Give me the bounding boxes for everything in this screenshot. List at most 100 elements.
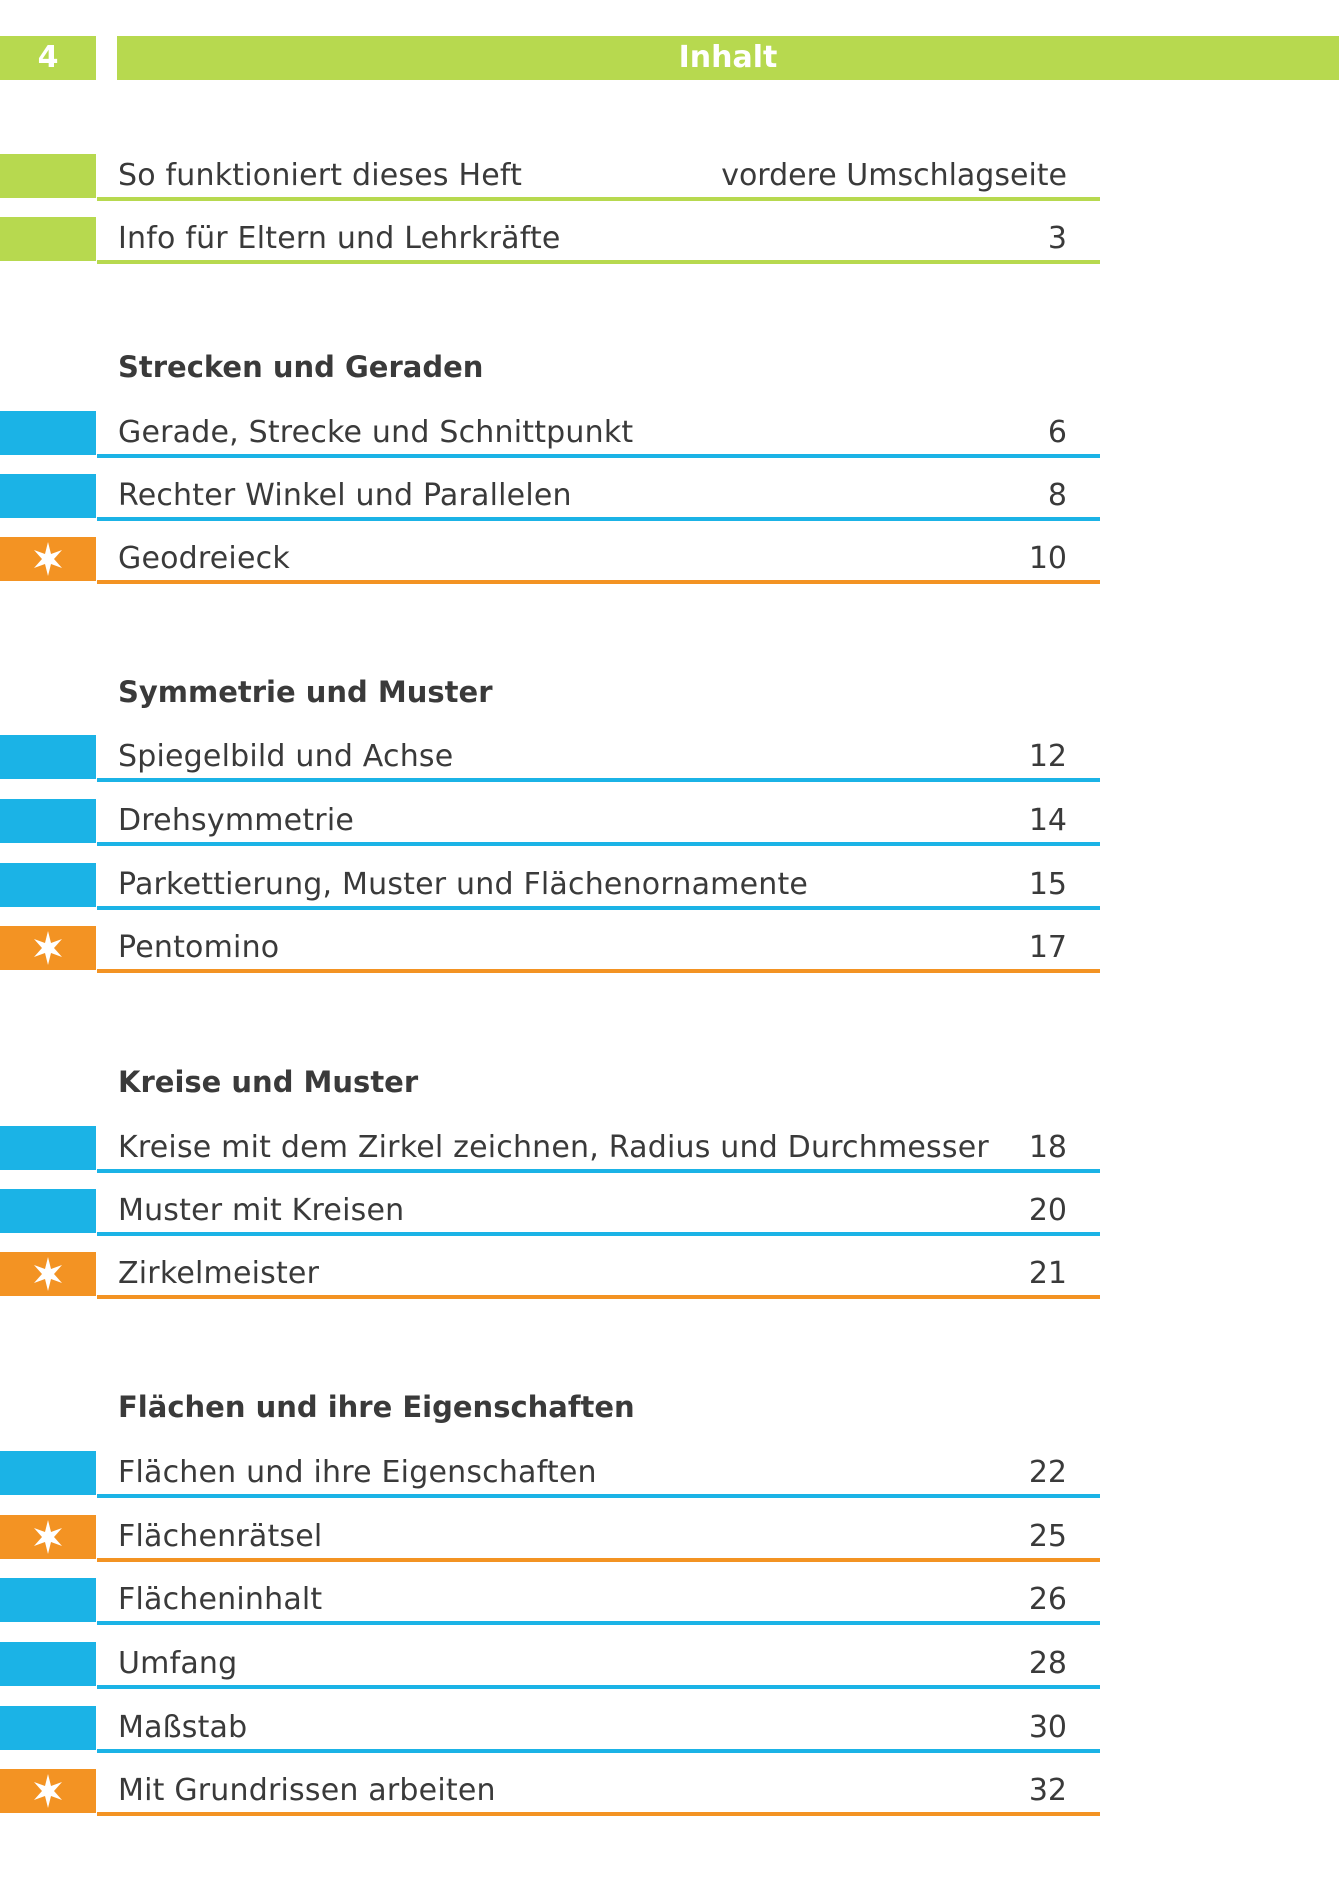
entry-page: 32 (1028, 1773, 1067, 1808)
entry-label: Flächen und ihre Eigenschaften (118, 1455, 597, 1490)
entry-page: 14 (1028, 803, 1067, 838)
blue-marker (0, 1451, 96, 1495)
star-icon (34, 1774, 62, 1808)
entry-underline (97, 1685, 1100, 1689)
green-marker (0, 217, 96, 261)
blue-marker (0, 1189, 96, 1233)
entry-label: Gerade, Strecke und Schnittpunkt (118, 415, 634, 450)
orange-marker (0, 1252, 96, 1296)
entry-underline (97, 517, 1100, 521)
entry-page: vordere Umschlagseite (721, 158, 1067, 193)
entry-label: Flächenrätsel (118, 1519, 323, 1554)
toc-entry[interactable]: Info für Eltern und Lehrkräfte 3 (0, 217, 1100, 265)
blue-marker (0, 411, 96, 455)
blue-marker (0, 863, 96, 907)
entry-page: 6 (1047, 415, 1067, 450)
entry-page: 30 (1028, 1710, 1067, 1745)
entry-page: 15 (1028, 867, 1067, 902)
entry-underline (97, 197, 1100, 201)
entry-page: 26 (1028, 1582, 1067, 1617)
toc-entry[interactable]: Rechter Winkel und Parallelen 8 (0, 474, 1100, 522)
entry-page: 21 (1028, 1256, 1067, 1291)
entry-label: Parkettierung, Muster und Flächenornamen… (118, 867, 809, 902)
page-number: 4 (0, 36, 96, 80)
toc-entry[interactable]: Spiegelbild und Achse 12 (0, 735, 1100, 783)
entry-underline (97, 1232, 1100, 1236)
section-title: Strecken und Geraden (118, 350, 484, 384)
entry-underline (97, 842, 1100, 846)
toc-entry[interactable]: Flächenrätsel 25 (0, 1515, 1100, 1563)
entry-label: Zirkelmeister (118, 1256, 320, 1291)
blue-marker (0, 1578, 96, 1622)
entry-page: 25 (1028, 1519, 1067, 1554)
blue-marker (0, 1642, 96, 1686)
toc-entry[interactable]: So funktioniert dieses Heft vordere Umsch… (0, 154, 1100, 202)
entry-underline (97, 454, 1100, 458)
section-title: Flächen und ihre Eigenschaften (118, 1390, 635, 1424)
entry-page: 18 (1028, 1130, 1067, 1165)
entry-underline (97, 1295, 1100, 1299)
blue-marker (0, 474, 96, 518)
entry-label: Rechter Winkel und Parallelen (118, 478, 572, 513)
toc-entry[interactable]: Mit Grundrissen arbeiten 32 (0, 1769, 1100, 1817)
entry-underline (97, 1558, 1100, 1562)
toc-entry[interactable]: Kreise mit dem Zirkel zeichnen, Radius u… (0, 1126, 1100, 1174)
entry-label: So funktioniert dieses Heft (118, 158, 523, 193)
orange-marker (0, 537, 96, 581)
star-icon (34, 542, 62, 576)
entry-label: Mit Grundrissen arbeiten (118, 1773, 496, 1808)
toc-entry[interactable]: Gerade, Strecke und Schnittpunkt 6 (0, 411, 1100, 459)
orange-marker (0, 1515, 96, 1559)
toc-entry[interactable]: Maßstab 30 (0, 1706, 1100, 1754)
entry-page: 17 (1028, 930, 1067, 965)
entry-page: 3 (1047, 221, 1067, 256)
entry-label: Muster mit Kreisen (118, 1193, 405, 1228)
blue-marker (0, 1126, 96, 1170)
toc-entry[interactable]: Pentomino 17 (0, 926, 1100, 974)
entry-label: Pentomino (118, 930, 280, 965)
toc-entry[interactable]: Flächen und ihre Eigenschaften 22 (0, 1451, 1100, 1499)
entry-underline (97, 1494, 1100, 1498)
toc-entry[interactable]: Parkettierung, Muster und Flächenornamen… (0, 863, 1100, 911)
entry-underline (97, 1169, 1100, 1173)
entry-underline (97, 906, 1100, 910)
toc-entry[interactable]: Drehsymmetrie 14 (0, 799, 1100, 847)
entry-page: 28 (1028, 1646, 1067, 1681)
blue-marker (0, 1706, 96, 1750)
entry-label: Spiegelbild und Achse (118, 739, 454, 774)
toc-entry[interactable]: Muster mit Kreisen 20 (0, 1189, 1100, 1237)
toc-entry[interactable]: Zirkelmeister 21 (0, 1252, 1100, 1300)
entry-page: 20 (1028, 1193, 1067, 1228)
entry-label: Flächeninhalt (118, 1582, 323, 1617)
star-icon (34, 1520, 62, 1554)
blue-marker (0, 799, 96, 843)
entry-underline (97, 778, 1100, 782)
entry-label: Umfang (118, 1646, 238, 1681)
toc-entry[interactable]: Umfang 28 (0, 1642, 1100, 1690)
entry-page: 8 (1047, 478, 1067, 513)
green-marker (0, 154, 96, 198)
orange-marker (0, 1769, 96, 1813)
entry-underline (97, 1749, 1100, 1753)
section-title: Kreise und Muster (118, 1065, 419, 1099)
entry-label: Geodreieck (118, 541, 290, 576)
toc-entry[interactable]: Geodreieck 10 (0, 537, 1100, 585)
entry-label: Info für Eltern und Lehrkräfte (118, 221, 561, 256)
entry-underline (97, 260, 1100, 264)
toc-entry[interactable]: Flächeninhalt 26 (0, 1578, 1100, 1626)
entry-underline (97, 969, 1100, 973)
section-title: Symmetrie und Muster (118, 675, 493, 709)
page-title: Inhalt (117, 36, 1339, 80)
entry-label: Drehsymmetrie (118, 803, 355, 838)
entry-label: Maßstab (118, 1710, 248, 1745)
entry-underline (97, 580, 1100, 584)
star-icon (34, 931, 62, 965)
entry-underline (97, 1812, 1100, 1816)
entry-page: 10 (1028, 541, 1067, 576)
orange-marker (0, 926, 96, 970)
entry-page: 22 (1028, 1455, 1067, 1490)
blue-marker (0, 735, 96, 779)
entry-page: 12 (1028, 739, 1067, 774)
entry-underline (97, 1621, 1100, 1625)
entry-label: Kreise mit dem Zirkel zeichnen, Radius u… (118, 1130, 989, 1165)
